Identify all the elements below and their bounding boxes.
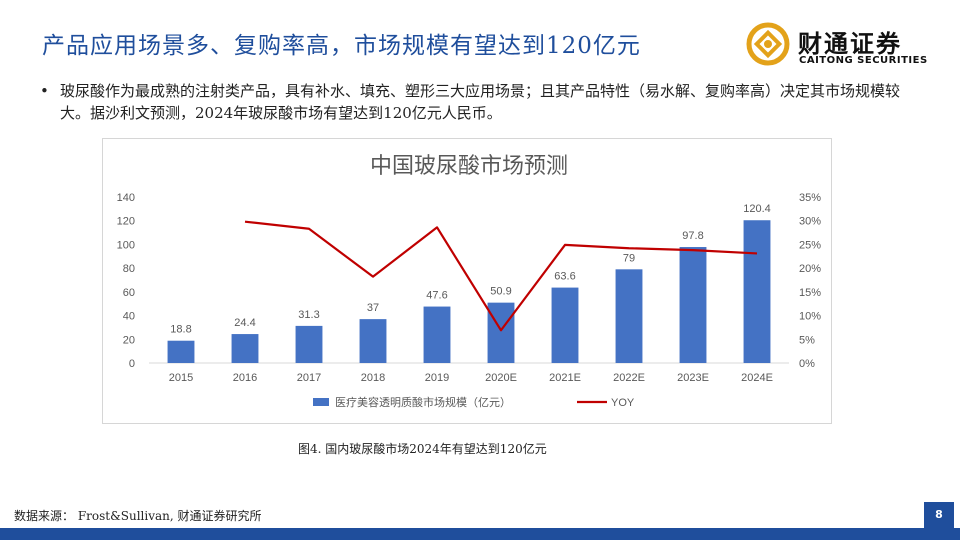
x-tick-label: 2017	[297, 372, 321, 384]
data-source: 数据来源： Frost&Sullivan, 财通证券研究所	[14, 509, 262, 523]
y-right-tick-label: 25%	[799, 239, 821, 251]
chart-title: 中国玻尿酸市场预测	[370, 153, 568, 178]
x-tick-label: 2020E	[485, 372, 517, 384]
bar-data-label: 79	[623, 252, 635, 264]
bar-2015	[167, 340, 195, 363]
y-right-tick-label: 20%	[799, 263, 821, 275]
bar-data-label: 47.6	[426, 290, 447, 302]
legend-line-label: YOY	[611, 397, 635, 409]
bar-data-label: 37	[367, 302, 379, 314]
bullet-icon: •	[40, 82, 49, 100]
x-tick-label: 2023E	[677, 372, 709, 384]
yoy-line	[244, 220, 758, 332]
logo-name-cn: 财通证券	[798, 30, 902, 58]
page-number: 8	[924, 502, 954, 528]
y-left-tick-label: 0	[129, 358, 135, 370]
figure-caption: 图4. 国内玻尿酸市场2024年有望达到120亿元	[298, 442, 547, 456]
y-right-tick-label: 5%	[799, 334, 815, 346]
x-tick-label: 2021E	[549, 372, 581, 384]
bar-2021E	[551, 287, 579, 363]
y-right-tick-label: 0%	[799, 358, 815, 370]
bar-data-label: 50.9	[490, 286, 511, 298]
bar-2016	[231, 334, 259, 363]
bar-data-label: 63.6	[554, 271, 575, 283]
bar-data-label: 120.4	[743, 203, 771, 215]
x-tick-label: 2022E	[613, 372, 645, 384]
legend-bar-label: 医疗美容透明质酸市场规模（亿元）	[335, 395, 511, 409]
slide-title: 产品应用场景多、复购率高，市场规模有望达到120亿元	[42, 33, 641, 59]
bar-2022E	[615, 269, 643, 363]
bar-2019	[423, 306, 451, 363]
y-left-tick-label: 40	[123, 311, 135, 323]
bar-2017	[295, 325, 323, 363]
bar-2020E	[487, 302, 515, 363]
x-tick-label: 2016	[233, 372, 257, 384]
chart-container: 中国玻尿酸市场预测 0 20 40 60 80 100 120 140 0% 5% 10% 15% 20%…	[102, 138, 832, 424]
y-left-tick-label: 120	[117, 216, 135, 228]
legend-bar-swatch	[313, 398, 329, 406]
bar-2018	[359, 319, 387, 363]
logo-name-en: CAITONG SECURITIES	[799, 55, 928, 66]
x-tick-label: 2015	[169, 372, 193, 384]
bar-data-label: 18.8	[170, 324, 191, 336]
x-tick-label: 2018	[361, 372, 385, 384]
y-left-tick-label: 20	[123, 334, 135, 346]
y-left-tick-label: 80	[123, 263, 135, 275]
bar-2023E	[679, 247, 707, 363]
x-tick-label: 2019	[425, 372, 449, 384]
bar-data-label: 31.3	[298, 309, 319, 321]
x-tick-label: 2024E	[741, 372, 773, 384]
bar-2024E	[743, 220, 771, 363]
y-right-tick-label: 15%	[799, 287, 821, 299]
market-forecast-chart: 中国玻尿酸市场预测 0 20 40 60 80 100 120 140 0% 5% 10% 15% 20%…	[117, 153, 822, 409]
footer-bar	[0, 528, 960, 540]
y-left-tick-label: 140	[117, 192, 135, 204]
bar-data-label: 24.4	[234, 317, 255, 329]
bar-data-label: 97.8	[682, 230, 703, 242]
company-logo: 财通证券 CAITONG SECURITIES	[746, 22, 936, 74]
bullet-paragraph: • 玻尿酸作为最成熟的注射类产品，具有补水、填充、塑形三大应用场景；且其产品特性…	[40, 80, 920, 124]
caitong-logo-icon	[746, 22, 790, 66]
y-left-tick-label: 60	[123, 287, 135, 299]
y-right-tick-label: 10%	[799, 311, 821, 323]
bullet-text: 玻尿酸作为最成熟的注射类产品，具有补水、填充、塑形三大应用场景；且其产品特性（易…	[60, 82, 901, 122]
y-right-tick-label: 30%	[799, 216, 821, 228]
y-left-tick-label: 100	[117, 239, 135, 251]
y-right-tick-label: 35%	[799, 192, 821, 204]
